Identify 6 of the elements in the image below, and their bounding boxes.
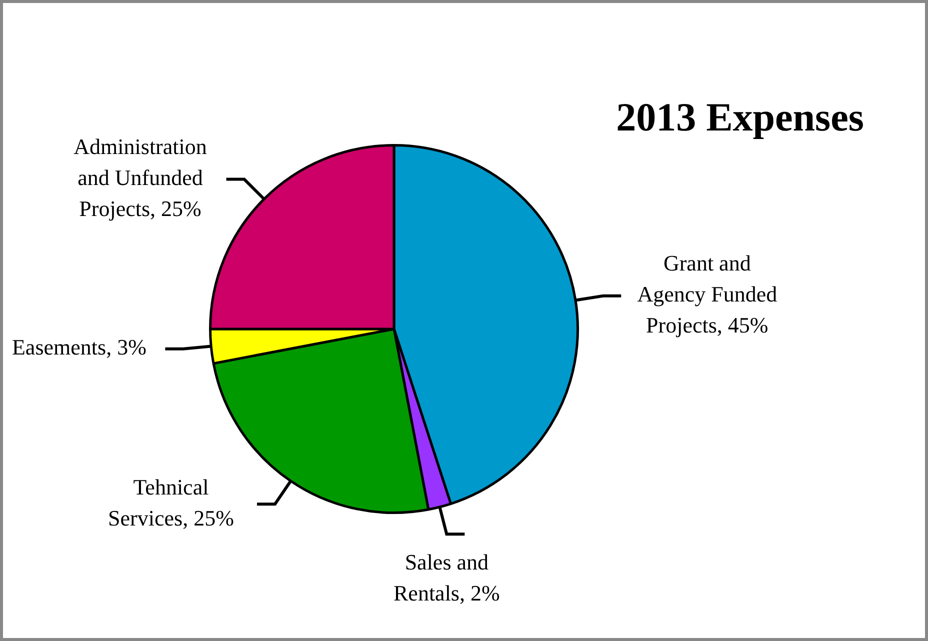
slice-label: Sales and Rentals, 2% (393, 549, 500, 606)
slice-label: Tehnical Services, 25% (108, 474, 234, 530)
slice-label: Administration and Unfunded Projects, 25% (74, 134, 207, 222)
slice-label: Grant and Agency Funded Projects, 45% (637, 250, 778, 338)
slice-label: Easements, 3% (12, 334, 146, 360)
chart-title: 2013 Expenses (616, 94, 864, 140)
